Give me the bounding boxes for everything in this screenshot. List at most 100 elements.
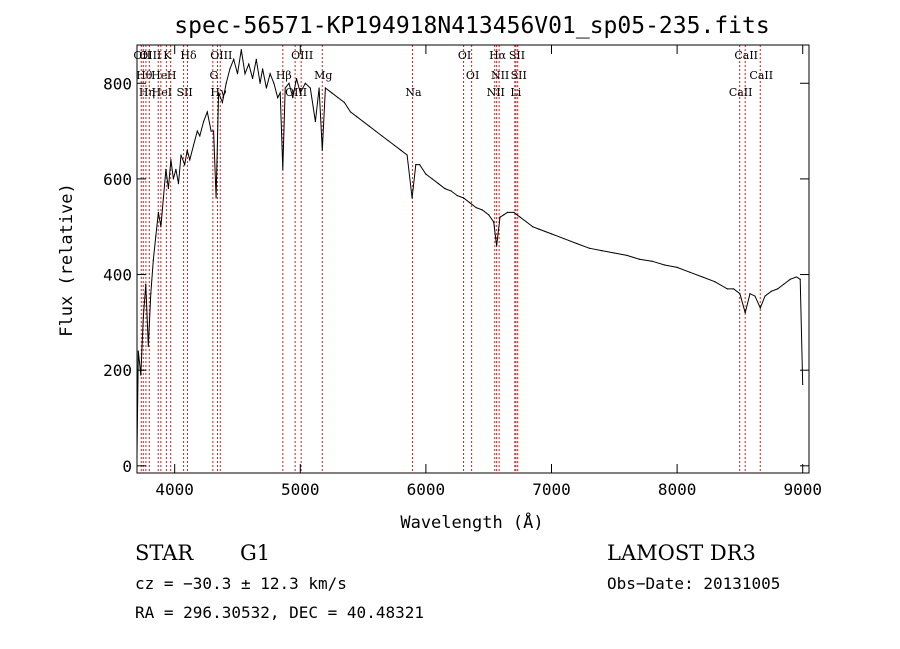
spectrum-point (318, 87, 320, 89)
spectrum-point (155, 235, 157, 237)
line-marker-label: SII (511, 69, 527, 82)
spectrum-point (400, 149, 402, 151)
spectrum-point (525, 221, 527, 223)
y-axis-ticks: 0 200 400 600 800 (103, 74, 809, 476)
spectrum-point (167, 187, 170, 190)
line-marker-label: Hγ (210, 86, 227, 99)
spectrum-point (456, 195, 458, 197)
spectrum-point (419, 163, 421, 166)
line-marker-label: Na (405, 86, 422, 99)
spectrum-point (776, 288, 779, 290)
spectrum-point (244, 73, 246, 75)
spectrum-point (368, 125, 370, 127)
spectrum-point (265, 87, 267, 89)
line-marker-label: He (151, 69, 167, 82)
line-marker-label: Hβ (276, 69, 292, 82)
spectrum-point (362, 120, 364, 123)
spectrum-point (255, 58, 257, 60)
spectrum-point (172, 178, 175, 180)
x-axis-label: Wavelength (Å) (400, 511, 543, 533)
spectrum-point (337, 97, 339, 99)
spectrum-point (601, 250, 603, 252)
spectrum-point (248, 63, 250, 65)
spectrum-point (309, 87, 311, 89)
line-marker-label: H (167, 69, 177, 82)
spectrum-point (150, 293, 152, 295)
spectrum-point (147, 345, 149, 347)
spectrum-point (233, 58, 235, 60)
spectrum-point (749, 293, 751, 295)
spectrum-point (240, 49, 242, 51)
y-tick-label: 600 (103, 170, 132, 189)
line-marker-label: CaII (729, 86, 753, 99)
spectrum-point (411, 197, 413, 199)
spectrum-point (783, 283, 785, 285)
spectrum-point (506, 211, 509, 213)
spectrum-point (284, 87, 286, 89)
spectrum-point (381, 135, 383, 137)
spectrum-point (199, 135, 201, 137)
spectrum-point (739, 293, 741, 295)
x-tick-label: 5000 (281, 480, 320, 499)
spectrum-point (170, 159, 172, 161)
spectrum-point (726, 288, 728, 290)
line-marker-label: OI (458, 49, 471, 62)
line-marker-label: OII (133, 49, 151, 62)
y-axis-label: Flux (relative) (57, 183, 77, 337)
spectrum-point (331, 92, 333, 94)
spectrum-point (175, 168, 177, 170)
spectrum-point (314, 120, 316, 123)
line-marker-label: Hη (139, 86, 155, 99)
spectrum-point (759, 307, 761, 309)
spectrum-point (165, 168, 167, 170)
spectrum-point (162, 197, 164, 199)
x-tick-label: 8000 (658, 480, 697, 499)
spectrum-point (588, 247, 590, 249)
spectrum-point (532, 226, 534, 228)
spectrum-point (544, 230, 546, 233)
x-axis-ticks: 4000 5000 6000 7000 8000 9000 (155, 45, 822, 499)
spectrum-point (513, 211, 515, 213)
spectrum-point (221, 101, 224, 103)
spectrum-point (469, 202, 471, 204)
x-tick-label: 7000 (532, 480, 571, 499)
spectrum-point (462, 197, 465, 199)
y-tick-label: 200 (103, 361, 132, 380)
spectrum-point (754, 295, 756, 297)
spectrum-point (210, 130, 212, 132)
spectrum-point (324, 87, 327, 89)
spectrum-point (349, 111, 352, 113)
spectrum-point (186, 149, 188, 151)
spectrum-point (519, 216, 521, 218)
spectrum-point (550, 233, 553, 235)
spectrum-point (663, 264, 666, 266)
line-marker-label: G (209, 69, 218, 82)
spectrum-point (292, 97, 294, 99)
line-marker-label: Li (510, 86, 521, 99)
spectrum-point (488, 214, 490, 216)
spectrum-point (499, 216, 501, 218)
spectrum-point (137, 350, 139, 352)
object-class: STAR (135, 541, 194, 565)
spectrum-point (393, 144, 396, 147)
x-tick-label: 9000 (783, 480, 822, 499)
spectrum-point (259, 82, 261, 84)
spectrum-point (269, 73, 271, 75)
spectrum-point (733, 288, 735, 290)
spectrum-point (676, 266, 678, 268)
line-marker-label: OIII (210, 49, 232, 62)
y-tick-label: 800 (103, 74, 132, 93)
line-marker-label: SII (509, 49, 525, 62)
spectrum-point (425, 173, 427, 175)
spectrum-point (225, 82, 227, 84)
line-marker-labels: OII Hθ Hη OIII He HeI KH SII Hδ G Hγ OIII Hβ OIII OIII… (133, 49, 773, 99)
spectrum-point (538, 228, 540, 230)
spectrum-point (145, 283, 147, 285)
x-tick-label: 6000 (407, 480, 446, 499)
y-tick-label: 400 (103, 266, 132, 285)
spectrum-point (206, 111, 208, 113)
spectrum-point (262, 68, 264, 70)
spectrum-point (157, 211, 159, 213)
spectrum-point (802, 383, 804, 386)
spectrum-point (218, 92, 220, 94)
